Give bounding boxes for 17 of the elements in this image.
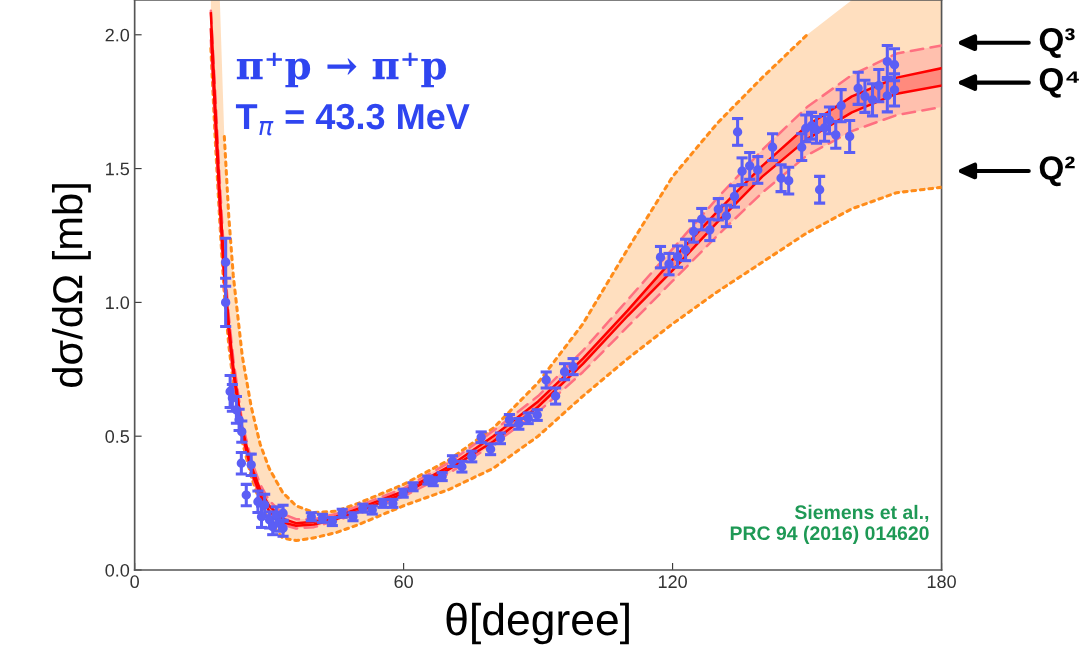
x-tick-label: 60: [394, 575, 413, 589]
annotation: T$_{π}$ = 43.3 MeV: [235, 103, 470, 136]
y-tick-label: 1.0: [106, 296, 130, 310]
text: Q³: [1039, 28, 1075, 58]
text: Q⁴: [1039, 67, 1079, 98]
y-tick-label: 0.5: [105, 430, 130, 443]
annotation: Siemens et al., PRC 94 (2016) 014620: [730, 504, 929, 544]
annotation: π⁺p → π⁺p: [236, 52, 446, 88]
y-tick-label: 2.0: [105, 28, 130, 42]
x-tick-label: 180: [927, 575, 956, 589]
y-axis-title: dσ/dΩ [mb]: [51, 184, 91, 387]
x-tick-label: 120: [658, 575, 687, 589]
text: Q²: [1039, 156, 1075, 187]
y-tick-label: 0.0: [105, 563, 130, 577]
x-axis-title: θ[degree]: [446, 602, 629, 645]
x-tick-label: 0: [130, 575, 139, 589]
y-tick-label: 1.5: [106, 162, 130, 176]
